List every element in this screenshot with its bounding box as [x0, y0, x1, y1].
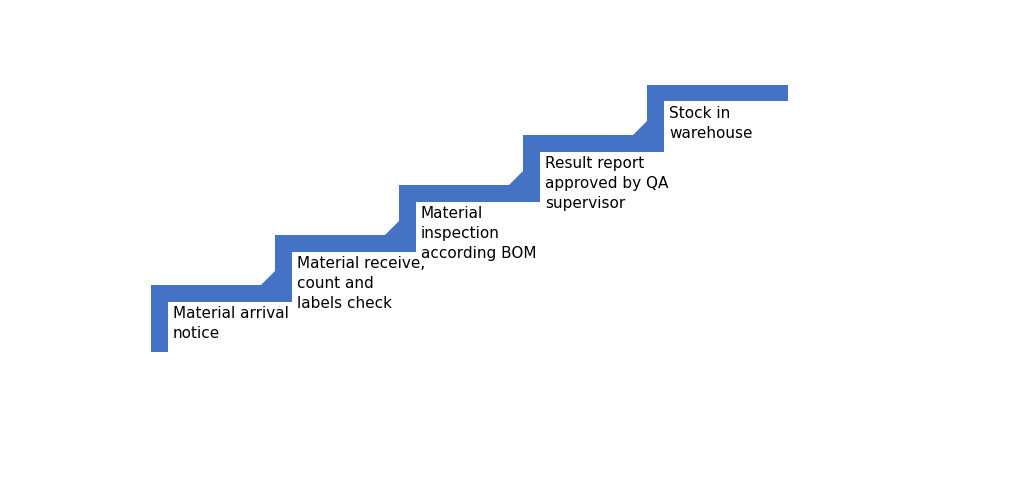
Polygon shape	[633, 104, 665, 134]
Bar	[523, 134, 665, 152]
Text: Material arrival
notice: Material arrival notice	[173, 306, 289, 341]
Bar	[399, 185, 541, 202]
Bar	[152, 285, 292, 302]
Polygon shape	[509, 154, 541, 185]
Polygon shape	[261, 254, 292, 285]
Text: Material receive,
count and
labels check: Material receive, count and labels check	[297, 256, 425, 311]
Text: Stock in
warehouse: Stock in warehouse	[669, 106, 753, 141]
Bar	[152, 285, 168, 352]
Bar	[647, 84, 665, 152]
Bar	[275, 235, 292, 302]
Bar	[523, 134, 541, 202]
Bar	[399, 185, 417, 252]
Bar	[275, 235, 417, 252]
Bar	[647, 84, 788, 101]
Polygon shape	[385, 204, 417, 235]
Text: Material
inspection
according BOM: Material inspection according BOM	[421, 206, 537, 261]
Text: Result report
approved by QA
supervisor: Result report approved by QA supervisor	[545, 156, 669, 211]
